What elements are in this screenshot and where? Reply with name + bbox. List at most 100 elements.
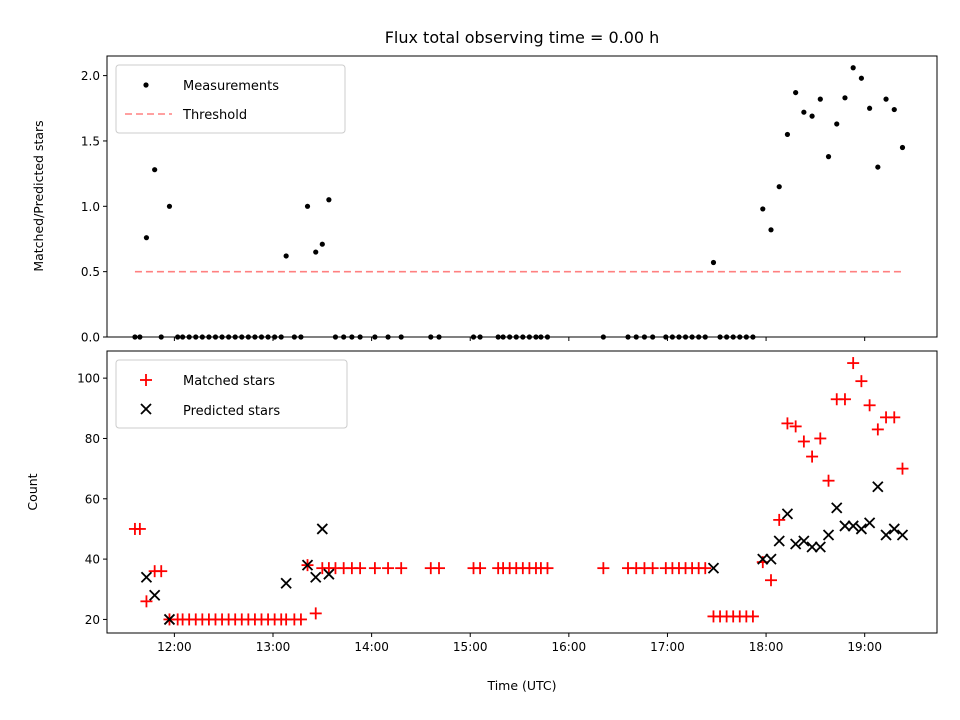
matched-stars-point (155, 565, 168, 578)
x-stroke-b (855, 523, 868, 535)
matched-stars-point (474, 562, 487, 575)
predicted-stars-point (310, 571, 322, 583)
predicted-legend-marker (140, 403, 152, 415)
bottom-plot-area (128, 357, 909, 626)
measurement-point (875, 164, 881, 170)
measurement-point (858, 75, 864, 81)
y-tick-label: 80 (85, 432, 100, 446)
y-tick-label: 0.0 (81, 331, 100, 345)
predicted-stars-point (140, 571, 153, 583)
predicted-stars-point (163, 613, 176, 626)
matched-stars-point (746, 610, 759, 623)
bottom-y-axis-label: Count (25, 473, 40, 510)
y-tick-label: 100 (77, 372, 100, 386)
measurement-point (867, 105, 873, 111)
predicted-stars-point (280, 577, 292, 589)
chart-title: Flux total observing time = 0.00 h (385, 28, 660, 47)
measurement-point (817, 96, 823, 102)
x-axis-label: Time (UTC) (486, 678, 556, 693)
x-tick-label: 12:00 (157, 640, 192, 654)
x-stroke-b (310, 571, 322, 583)
measurement-point (776, 184, 782, 190)
x-tick-label: 14:00 (354, 640, 389, 654)
measurements-legend-label: Measurements (183, 79, 279, 94)
predicted-stars-point (814, 541, 826, 553)
top-axes-frame (106, 55, 938, 338)
predicted-stars-point (323, 568, 335, 580)
x-tick-label: 16:00 (552, 640, 587, 654)
matched-stars-point (806, 450, 819, 463)
matched-stars-point (797, 435, 810, 448)
predicted-stars-point (316, 523, 328, 535)
x-stroke-b (806, 541, 818, 553)
matched-stars-point (354, 562, 367, 575)
measurement-point (793, 89, 799, 96)
x-stroke-b (896, 529, 909, 541)
x-tick-label: 18:00 (749, 640, 784, 654)
predicted-stars-point (822, 529, 835, 541)
x-stroke-b (831, 502, 843, 514)
x-stroke-b (814, 541, 826, 553)
matched-stars-point (133, 522, 146, 535)
matched-stars-point (781, 417, 794, 430)
matched-stars-point (699, 562, 712, 575)
x-stroke-b (140, 571, 153, 583)
bottom-legend-box (115, 359, 348, 429)
top-plot-area (132, 65, 906, 340)
predicted-stars-point (798, 535, 810, 547)
bottom-axes-frame (106, 350, 938, 634)
matched-stars-point (646, 562, 659, 575)
bottom-panel: Count Time (UTC) Matched stars Predicted… (25, 350, 938, 693)
y-tick-label: 2.0 (81, 69, 100, 83)
measurement-point (304, 203, 311, 209)
predicted-stars-point (831, 502, 843, 514)
matched-stars-point (368, 562, 381, 575)
measurement-point (883, 96, 889, 102)
predicted-stars-point (888, 523, 900, 535)
predicted-stars-point (863, 517, 876, 529)
y-tick-label: 40 (85, 553, 100, 567)
y-tick-label: 1.0 (81, 200, 100, 214)
measurements-legend-marker (143, 82, 149, 88)
measurement-point (313, 249, 319, 255)
matched-stars-point (822, 474, 835, 487)
predicted-stars-point (790, 538, 802, 550)
predicted-stars-point (855, 523, 868, 535)
x-stroke-b (863, 517, 876, 529)
measurement-point (825, 154, 832, 160)
matched-stars-point (896, 462, 909, 475)
measurement-point (768, 227, 774, 233)
x-stroke-b (301, 559, 314, 571)
x-stroke-b (798, 535, 810, 547)
predicted-stars-point (765, 553, 777, 565)
matched-stars-point (294, 613, 307, 626)
matched-stars-point (847, 357, 860, 370)
predicted-stars-point (806, 541, 818, 553)
y-tick-label: 20 (85, 613, 100, 627)
x-tick-label: 19:00 (847, 640, 882, 654)
x-stroke-b (163, 613, 176, 626)
x-stroke-b (872, 481, 884, 493)
matched-stars-point (140, 595, 153, 608)
measurement-point (152, 167, 158, 173)
measurement-point (166, 203, 173, 209)
top-panel: Flux total observing time = 0.00 h Match… (31, 28, 938, 340)
bottom-legend: Matched stars Predicted stars (115, 359, 348, 429)
x-stroke-b (822, 529, 835, 541)
x-stroke-b (316, 523, 328, 535)
measurement-point (143, 235, 150, 241)
predicted-stars-point (149, 589, 161, 601)
x-stroke-b (280, 577, 292, 589)
top-legend: Measurements Threshold (115, 64, 346, 134)
predicted-stars-point (773, 535, 785, 547)
measurement-point (842, 95, 848, 101)
predicted-stars-point (847, 520, 859, 532)
measurement-point (283, 253, 289, 259)
matched-stars-point (871, 423, 884, 436)
x-stroke-b (757, 553, 769, 565)
measurement-point (784, 131, 791, 138)
predicted-stars-point (896, 529, 909, 541)
y-tick-label: 0.5 (81, 265, 100, 279)
matched-legend-marker (140, 374, 152, 386)
predicted-legend-label: Predicted stars (183, 404, 280, 419)
